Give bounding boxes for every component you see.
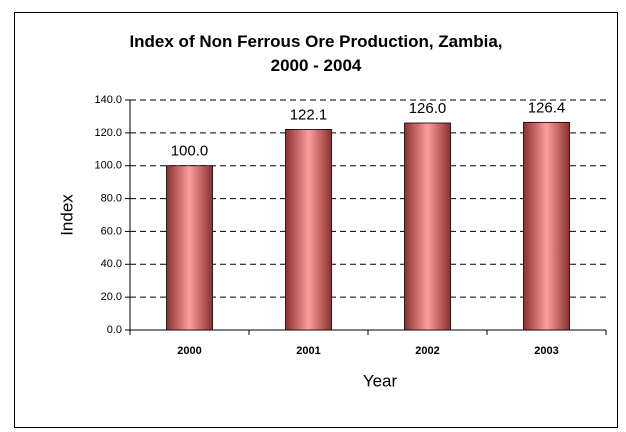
value-label: 122.1: [290, 106, 328, 123]
y-tick-label: 20.0: [101, 291, 122, 303]
y-axis-label: Index: [57, 194, 76, 236]
x-axis-label: Year: [363, 371, 398, 390]
x-tick-label: 2001: [296, 345, 320, 357]
value-label: 100.0: [171, 143, 209, 160]
bar: [404, 122, 451, 331]
y-tick-label: 60.0: [101, 225, 122, 237]
bar: [523, 121, 570, 331]
y-tick-label: 120.0: [94, 127, 122, 139]
y-tick-label: 80.0: [101, 192, 122, 204]
bar: [166, 165, 213, 331]
x-tick-label: 2002: [415, 345, 439, 357]
y-tick-label: 100.0: [94, 160, 122, 172]
value-label: 126.0: [409, 100, 447, 117]
bar: [285, 129, 332, 331]
chart-title: Index of Non Ferrous Ore Production, Zam…: [129, 32, 503, 75]
y-tick-label: 40.0: [101, 258, 122, 270]
value-label: 126.4: [528, 99, 566, 116]
y-tick-label: 0.0: [107, 324, 122, 336]
y-tick-label: 140.0: [94, 94, 122, 106]
x-tick-label: 2000: [177, 345, 201, 357]
x-tick-label: 2003: [534, 345, 558, 357]
